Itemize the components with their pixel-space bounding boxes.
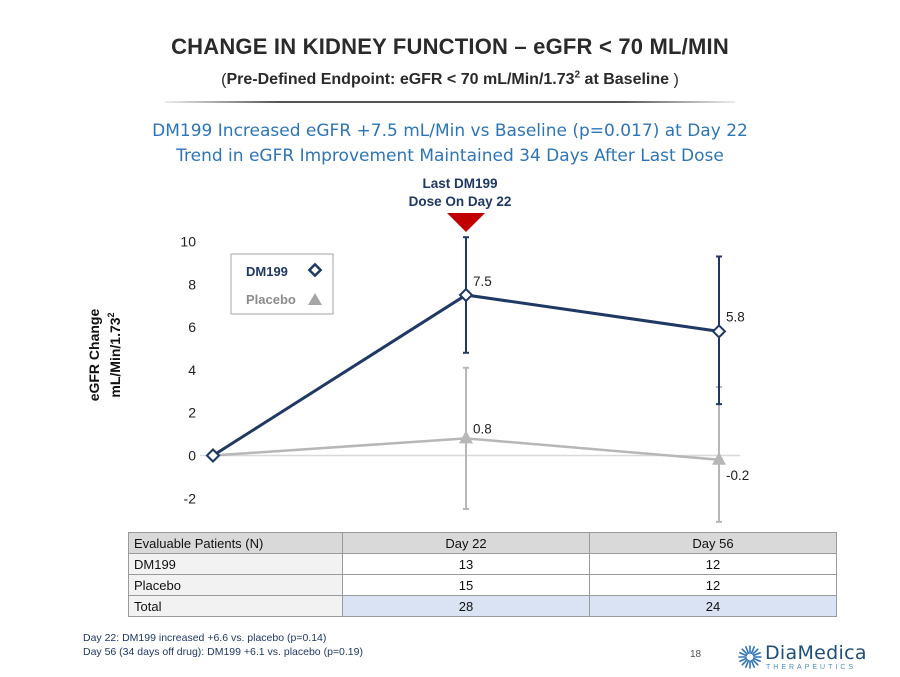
y-tick-label: 6 bbox=[188, 319, 196, 335]
dm199-point bbox=[205, 448, 221, 463]
logo-ray bbox=[739, 651, 748, 657]
legend-label-placebo: Placebo bbox=[246, 292, 296, 307]
dm199-point bbox=[458, 287, 474, 303]
table-cell: DM199 bbox=[128, 553, 343, 575]
logo-ray bbox=[744, 659, 750, 668]
logo-ray bbox=[750, 646, 756, 655]
logo-ray bbox=[744, 646, 750, 655]
y-tick-label: 4 bbox=[188, 362, 196, 378]
table-cell: 24 bbox=[589, 595, 837, 617]
chart-legend: DM199 Placebo bbox=[230, 253, 334, 315]
legend-label-dm199: DM199 bbox=[246, 264, 288, 279]
dose-annotation-line-2: Dose On Day 22 bbox=[408, 194, 512, 209]
placebo-point bbox=[712, 451, 726, 465]
dm199-point bbox=[711, 324, 727, 339]
table-cell: 13 bbox=[342, 553, 590, 575]
page-number: 18 bbox=[690, 649, 702, 660]
y-tick-label: 10 bbox=[180, 234, 196, 250]
dose-marker-triangle bbox=[447, 213, 485, 232]
headline-line-1: DM199 Increased eGFR +7.5 mL/Min vs Base… bbox=[152, 121, 748, 141]
table-cell: Placebo bbox=[128, 574, 343, 596]
logo-ray bbox=[739, 657, 748, 663]
placebo-point bbox=[459, 430, 473, 444]
table-cell: 12 bbox=[589, 553, 837, 575]
table-header-row: Evaluable Patients (N) Day 22 Day 56 bbox=[128, 532, 837, 554]
y-axis-label-line-2: mL/Min/1.732 bbox=[103, 295, 124, 415]
logo-ray bbox=[741, 648, 748, 655]
logo-ray bbox=[752, 657, 761, 663]
y-axis-label-line-1: eGFR Change bbox=[86, 308, 103, 402]
chart-series: 0.8 -0.2 7.5 5.8 bbox=[205, 236, 749, 523]
legend-marker-placebo-icon bbox=[308, 293, 322, 305]
footnote-line-1: Day 22: DM199 increased +6.6 vs. placebo… bbox=[83, 632, 327, 644]
evaluable-patients-table: Evaluable Patients (N) Day 22 Day 56 DM1… bbox=[128, 532, 837, 617]
y-axis-label-unit: mL/Min/1.73 bbox=[106, 317, 123, 398]
table-cell: 28 bbox=[342, 595, 590, 617]
logo-ray bbox=[752, 659, 759, 666]
table-header-label: Evaluable Patients (N) bbox=[128, 532, 343, 554]
y-axis-label-sup: 2 bbox=[106, 312, 117, 318]
dm199-data-label: 7.5 bbox=[473, 274, 492, 289]
subtitle-close: ) bbox=[669, 71, 679, 89]
footnote-line-2: Day 56 (34 days off drug): DM199 +6.1 vs… bbox=[83, 646, 363, 658]
dm199-data-label: 5.8 bbox=[726, 309, 745, 324]
title-divider bbox=[165, 101, 735, 103]
placebo-data-label: -0.2 bbox=[726, 468, 749, 483]
y-axis: -2 0 2 4 6 8 10 bbox=[180, 234, 740, 506]
subtitle-bold-text: Pre-Defined Endpoint: eGFR < 70 mL/Min/1… bbox=[226, 71, 575, 89]
subtitle-bold: Pre-Defined Endpoint: eGFR < 70 mL/Min/1… bbox=[226, 70, 670, 89]
slide-title: CHANGE IN KIDNEY FUNCTION – eGFR < 70 ML… bbox=[171, 34, 729, 59]
y-tick-label: 0 bbox=[188, 448, 196, 464]
logo-ray bbox=[752, 651, 761, 657]
table-row: Placebo 15 12 bbox=[128, 574, 837, 596]
table-cell: 15 bbox=[342, 574, 590, 596]
company-logo: DiaMedica THERAPEUTICS bbox=[737, 642, 867, 672]
dose-annotation: Last DM199 Dose On Day 22 bbox=[370, 175, 550, 211]
table-row: DM199 13 12 bbox=[128, 553, 837, 575]
subtitle-open: ( bbox=[221, 71, 227, 89]
y-tick-label: 8 bbox=[188, 276, 196, 292]
table-cell: 12 bbox=[589, 574, 837, 596]
y-tick-label: -2 bbox=[184, 490, 197, 506]
logo-burst-icon bbox=[738, 645, 762, 669]
subtitle-bold-tail: at Baseline bbox=[580, 71, 670, 89]
logo-ray bbox=[741, 659, 748, 666]
subtitle-sup: 2 bbox=[574, 70, 581, 81]
dose-annotation-line-1: Last DM199 bbox=[422, 176, 498, 191]
logo-tagline: THERAPEUTICS bbox=[766, 664, 857, 671]
logo-ray bbox=[752, 648, 759, 655]
placebo-data-label: 0.8 bbox=[473, 421, 492, 436]
table-header-day56: Day 56 bbox=[589, 532, 837, 554]
logo-name: DiaMedica bbox=[765, 642, 867, 664]
logo-ray bbox=[750, 659, 756, 668]
table-header-day22: Day 22 bbox=[342, 532, 590, 554]
headline-line-2: Trend in eGFR Improvement Maintained 34 … bbox=[176, 146, 724, 166]
legend-marker-dm199-icon bbox=[307, 262, 323, 278]
table-row-total: Total 28 24 bbox=[128, 595, 837, 617]
slide-subtitle: (Pre-Defined Endpoint: eGFR < 70 mL/Min/… bbox=[0, 70, 900, 89]
y-axis-label: eGFR Change mL/Min/1.732 bbox=[86, 295, 124, 415]
y-tick-label: 2 bbox=[188, 405, 196, 421]
table-cell: Total bbox=[128, 595, 343, 617]
